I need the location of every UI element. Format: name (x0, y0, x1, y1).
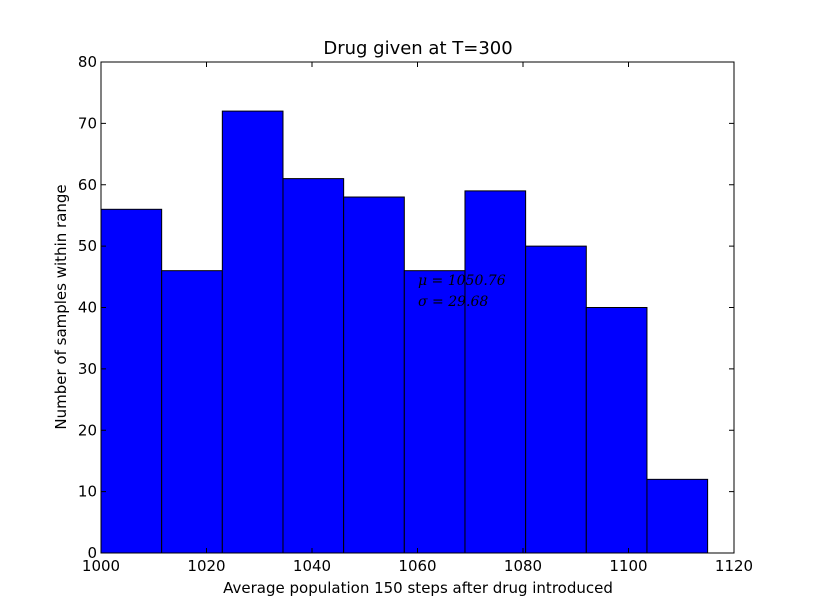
bars-group (100, 110, 709, 554)
histogram-bar (161, 270, 223, 554)
y-tick-label: 50 (78, 237, 97, 255)
sigma-annotation: σ = 29.68 (418, 294, 488, 310)
x-tick-label: 1020 (187, 557, 225, 575)
chart-title: Drug given at T=300 (323, 38, 512, 59)
x-tick-label: 1100 (609, 557, 647, 575)
y-axis-label: Number of samples within range (52, 184, 70, 429)
histogram-bar (221, 110, 284, 554)
y-tick-label: 0 (87, 544, 97, 562)
y-tick-label: 20 (78, 421, 97, 439)
x-tick-label: 1060 (398, 557, 436, 575)
y-tick-label: 70 (78, 114, 97, 132)
histogram-bar (403, 270, 466, 554)
histogram-bar (343, 196, 405, 554)
x-tick-label: 1000 (82, 557, 120, 575)
x-axis-label: Average population 150 steps after drug … (223, 579, 613, 597)
y-tick-label: 40 (78, 299, 97, 317)
mean-annotation: μ = 1050.76 (418, 273, 506, 289)
x-tick-label: 1040 (293, 557, 331, 575)
histogram-bar (464, 190, 527, 554)
ticks-group: 1000 1020 1040 1060 1080 1100 1120010203040506… (78, 53, 753, 575)
x-tick-label: 1120 (715, 557, 753, 575)
annotation-group: μ = 1050.76 σ = 29.68 (418, 273, 506, 310)
y-tick-label: 30 (78, 360, 97, 378)
x-tick-label: 1080 (504, 557, 542, 575)
histogram-bar (100, 208, 163, 554)
histogram-bar (585, 307, 648, 554)
histogram-bar (646, 478, 709, 554)
histogram-bar (525, 245, 587, 554)
histogram-bar (282, 178, 345, 554)
y-tick-label: 80 (78, 53, 97, 71)
y-tick-label: 10 (78, 483, 97, 501)
y-tick-label: 60 (78, 176, 97, 194)
